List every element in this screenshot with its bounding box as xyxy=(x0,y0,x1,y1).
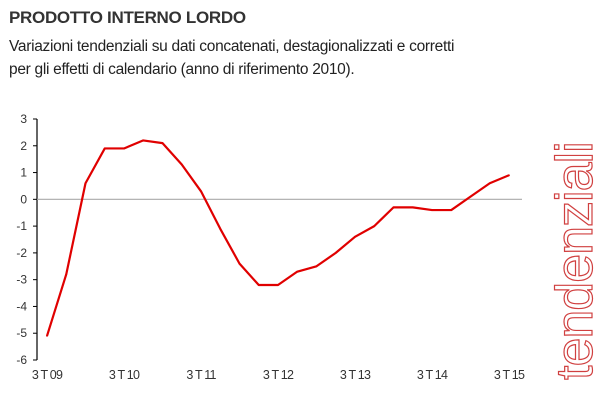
x-tick-label: 3 T 15 xyxy=(494,368,525,382)
y-tick-label: 3 xyxy=(20,112,27,126)
y-tick-label: -2 xyxy=(16,246,27,260)
data-point xyxy=(334,251,337,254)
data-point xyxy=(431,209,433,211)
data-point xyxy=(296,270,299,273)
data-point xyxy=(123,147,125,150)
data-point xyxy=(354,235,356,238)
series-line xyxy=(45,139,510,337)
chart-subtitle-line1: Variazioni tendenziali su dati concatena… xyxy=(9,38,455,55)
data-point xyxy=(219,227,222,230)
side-label: tendenziali xyxy=(545,142,600,381)
data-point xyxy=(277,284,279,286)
data-point xyxy=(180,163,183,166)
y-tick-label: -6 xyxy=(16,353,27,367)
data-point xyxy=(65,273,68,276)
y-tick-label: 0 xyxy=(20,192,27,206)
data-point xyxy=(257,284,260,286)
data-point xyxy=(315,265,318,268)
y-tick-label: 1 xyxy=(20,166,27,180)
x-tick-label: 3 T 10 xyxy=(109,368,140,382)
data-point xyxy=(469,195,472,198)
x-tick-label: 3 T 11 xyxy=(186,368,216,382)
y-tick-label: -3 xyxy=(16,273,27,287)
chart-subtitle-line2: per gli effetti di calendario (anno di r… xyxy=(9,61,355,78)
y-tick-label: -5 xyxy=(16,326,27,340)
y-tick-label: -4 xyxy=(16,299,27,313)
y-tick-label: 2 xyxy=(20,139,27,153)
data-point xyxy=(103,147,106,150)
data-point xyxy=(488,182,491,185)
data-point xyxy=(373,225,376,228)
data-point xyxy=(238,262,241,265)
data-point xyxy=(392,206,395,209)
x-tick-label: 3 T 09 xyxy=(32,368,63,382)
data-point xyxy=(46,335,48,337)
data-point xyxy=(142,139,145,142)
x-tick-label: 3 T 12 xyxy=(263,368,294,382)
data-point xyxy=(200,190,202,193)
data-point xyxy=(161,142,164,145)
data-point xyxy=(411,206,414,209)
x-tick-label: 3 T 14 xyxy=(417,368,448,382)
chart-title: PRODOTTO INTERNO LORDO xyxy=(9,8,246,27)
x-tick-label: 3 T 13 xyxy=(340,368,371,382)
data-point xyxy=(450,209,453,211)
data-point xyxy=(84,182,87,185)
y-tick-label: -1 xyxy=(16,219,27,233)
data-point xyxy=(508,174,510,177)
